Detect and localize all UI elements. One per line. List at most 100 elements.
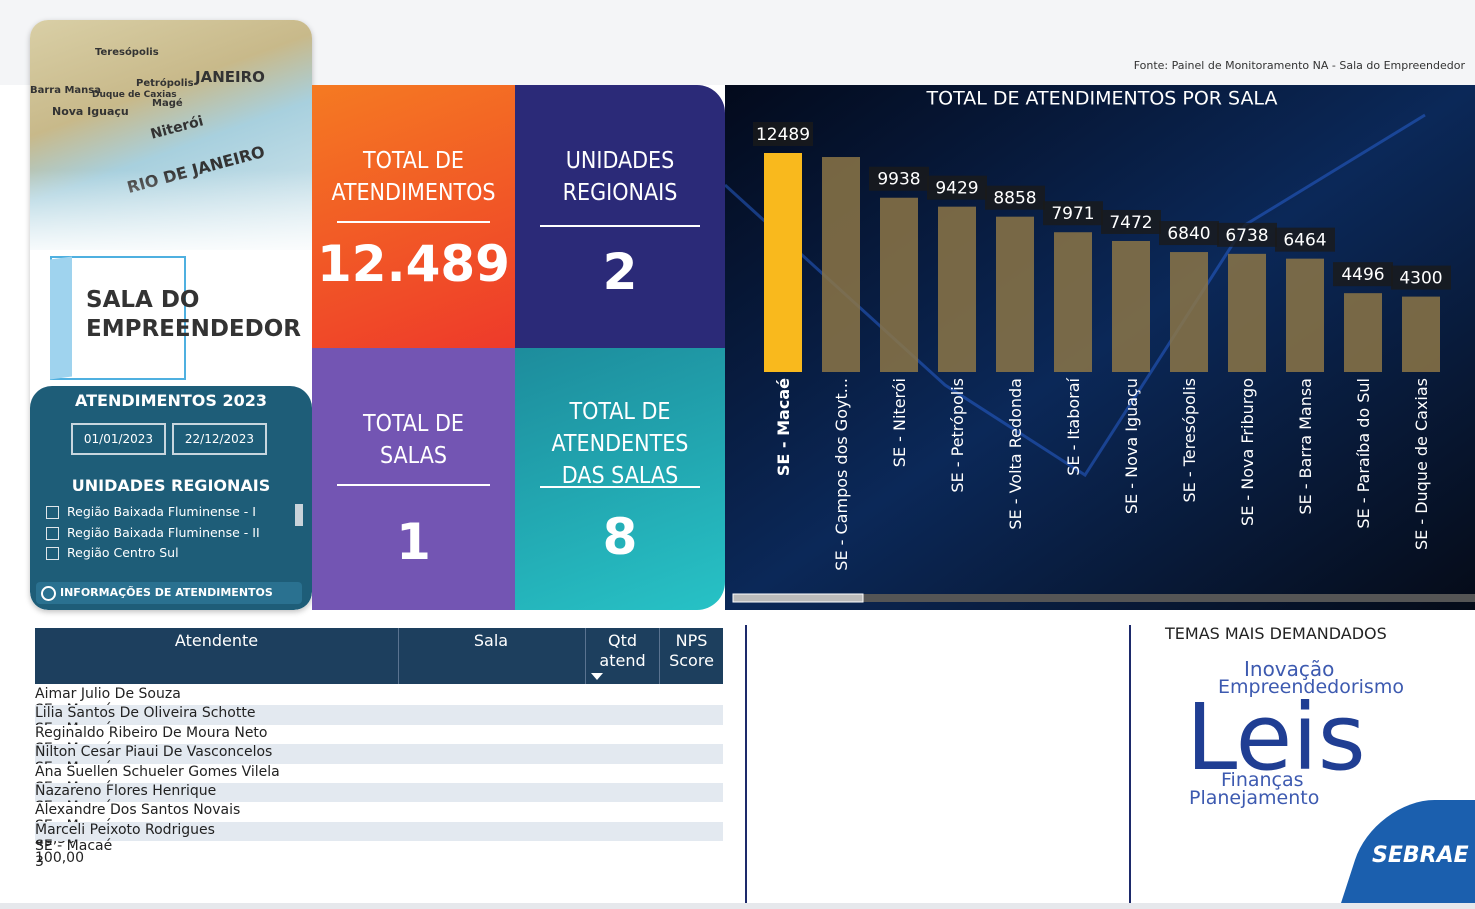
table-row: Aimar Julio De SouzaSE - Macaé467685,99 [35, 686, 723, 750]
filter-title: ATENDIMENTOS 2023 [75, 391, 267, 410]
kpi-label: UNIDADES REGIONAIS [562, 148, 678, 206]
value-label: 6840 [1167, 224, 1210, 244]
table-header [35, 628, 723, 684]
bar [996, 216, 1034, 372]
table-cell: Alexandre Dos Santos Novais [35, 802, 241, 819]
value-label-box [1217, 222, 1277, 247]
value-label: 6738 [1225, 226, 1268, 246]
column-header[interactable]: NPS Score [669, 631, 714, 670]
value-label: 8858 [993, 189, 1036, 209]
word: Finanças [1221, 769, 1304, 791]
date-end[interactable]: 22/12/2023 [172, 423, 267, 455]
region-option[interactable]: Região Baixada Fluminense - I [67, 504, 256, 519]
logo-door [50, 256, 72, 380]
x-tick-label: SE - Campos dos Goyt... [832, 378, 851, 571]
kpi-value: 12.489 [317, 235, 510, 293]
source: Fonte: Painel de Monitoramento NA - Sala… [1133, 59, 1465, 72]
x-tick-label: SE - Macaé [774, 378, 793, 476]
decor-line [725, 113, 1426, 478]
table-row: Nilton Cesar Piaui De VasconcelosSE - Ma… [35, 744, 723, 808]
column-header[interactable]: Sala [473, 631, 509, 650]
logo-text: SALA DO EMPREENDEDOR [86, 286, 301, 344]
x-tick-label: SE - Nova Friburgo [1238, 378, 1257, 526]
value-label-box [1333, 262, 1393, 287]
bar [1170, 252, 1208, 372]
kpi-separator [540, 225, 700, 227]
x-tick-label: SE - Barra Mansa [1296, 378, 1315, 515]
region-checkbox[interactable] [46, 506, 59, 519]
map-label: Niterói [148, 113, 206, 143]
map-label: Magé [152, 98, 183, 109]
x-tick-label: SE - Duque de Caxias [1412, 378, 1431, 550]
bar [880, 197, 918, 372]
word: Inovação [1244, 657, 1335, 681]
info-link[interactable]: INFORMAÇÕES DE ATENDIMENTOS 2022 [36, 582, 302, 610]
x-tick-label: SE - Paraíba do Sul [1354, 378, 1373, 529]
table-cell: Nazareno Flores Henrique [35, 783, 217, 799]
date-start[interactable]: 01/01/2023 [71, 423, 166, 455]
map-label: Barra Mansa [30, 85, 101, 96]
region-checkbox[interactable] [46, 547, 59, 560]
h-scroll-track [733, 594, 1475, 602]
table-cell: Aimar Julio De Souza [35, 686, 181, 702]
value-label: 12489 [756, 125, 810, 145]
left-panel: RIO DE JANEIRONiteróiNova IguaçuPetrópol… [30, 20, 312, 610]
scrollbar[interactable] [295, 504, 303, 526]
table-cell: Ana Suellen Schueler Gomes Vilela [35, 763, 280, 780]
word: Empreendedorismo [1218, 676, 1404, 698]
value-label: 4496 [1341, 265, 1384, 285]
x-tick-label: SE - Niterói [890, 378, 909, 467]
sort-icon[interactable] [591, 673, 603, 680]
bar [1112, 240, 1150, 372]
region-option[interactable]: Região Centro Sul [67, 545, 179, 560]
value-label: 6464 [1283, 231, 1326, 251]
kpi-label: TOTAL DE SALAS [362, 411, 465, 469]
kpi-separator [540, 486, 700, 488]
x-tick-label: SE - Petrópolis [948, 378, 967, 493]
bar [1402, 296, 1440, 372]
value-label-box [869, 166, 929, 191]
x-tick-label: SE - Nova Iguaçu [1122, 378, 1141, 514]
logo-line: EMPREENDEDOR [86, 316, 301, 342]
kpi-separator [337, 484, 490, 486]
chart-title: TOTAL DE ATENDIMENTOS POR SALA [926, 88, 1278, 110]
bar [764, 153, 802, 372]
region-option[interactable]: Região Baixada Fluminense - II [67, 524, 260, 540]
column-header[interactable]: Atendente [174, 631, 259, 650]
table-cell: SE - Macaé [35, 837, 113, 854]
x-tick-label: SE - Itaboraí [1064, 377, 1083, 475]
value-label-box [985, 185, 1045, 210]
kpi-card: TOTAL DE ATENDENTES DAS SALAS 8 [515, 348, 725, 610]
value-label-box [1043, 201, 1103, 226]
value-label-box [927, 175, 987, 200]
map-label: Teresópolis [95, 47, 159, 58]
column-divider [659, 628, 660, 684]
logo-line: SALA DO [86, 287, 200, 313]
bar [1054, 232, 1092, 372]
kpi-label: TOTAL DE ATENDIMENTOS [331, 148, 496, 206]
bar [938, 206, 976, 372]
value-label-box [1391, 265, 1451, 290]
h-scroll-thumb[interactable] [732, 593, 864, 603]
bar [1286, 258, 1324, 372]
kpi-value: 8 [602, 508, 638, 566]
value-label: 7472 [1109, 213, 1152, 233]
bottom-bar [0, 903, 1475, 909]
bar-chart: TOTAL DE ATENDIMENTOS POR SALA 12489 SE -… [725, 85, 1475, 610]
kpi-value: 1 [396, 513, 431, 571]
kpi-card: TOTAL DE SALAS 1 [312, 348, 515, 610]
table-cell: Lilia Santos De Oliveira Schotte [35, 705, 256, 722]
table-row: Reginaldo Ribeiro De Moura NetoSE - Maca… [35, 724, 723, 789]
value-label-box [1159, 221, 1219, 246]
bar [1228, 253, 1266, 372]
value-label-box [1101, 209, 1161, 234]
table-cell: Marceli Peixoto Rodrigues [35, 821, 215, 838]
table-cell: Nilton Cesar Piaui De Vasconcelos [35, 744, 273, 761]
map-label: Petrópolis [136, 78, 194, 89]
column-header[interactable]: Qtd atend [599, 631, 646, 670]
region-checkbox[interactable] [46, 526, 59, 540]
regions-title: UNIDADES REGIONAIS [71, 476, 271, 495]
value-label-box [1275, 227, 1335, 252]
map-label: JANEIRO [195, 68, 265, 86]
